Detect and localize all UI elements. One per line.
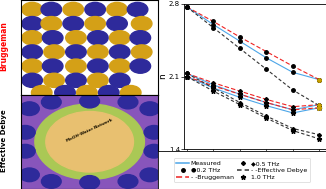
Circle shape [130, 59, 151, 73]
Circle shape [63, 17, 83, 31]
Circle shape [22, 31, 42, 45]
Circle shape [118, 95, 138, 109]
Circle shape [81, 148, 98, 160]
Circle shape [22, 2, 42, 17]
Circle shape [66, 73, 86, 88]
Circle shape [127, 2, 148, 17]
Circle shape [66, 59, 86, 73]
Circle shape [140, 168, 160, 182]
Circle shape [15, 144, 35, 158]
Circle shape [73, 130, 90, 142]
Circle shape [41, 175, 61, 188]
Circle shape [31, 85, 52, 100]
Legend: Measured, ●0.2 THz, - -Bruggeman, ◆0.5 THz, - -Effective Debye, ⁠1.0 THz: Measured, ●0.2 THz, - -Bruggeman, ◆0.5 T… [174, 158, 310, 182]
Circle shape [107, 2, 127, 17]
Circle shape [46, 112, 133, 172]
Circle shape [41, 17, 62, 31]
Circle shape [110, 31, 130, 45]
Circle shape [80, 94, 99, 108]
Circle shape [81, 120, 98, 132]
Circle shape [88, 73, 108, 88]
Circle shape [55, 85, 75, 100]
Circle shape [22, 73, 42, 88]
Circle shape [15, 125, 35, 139]
Circle shape [88, 31, 108, 45]
Circle shape [107, 17, 127, 31]
Circle shape [44, 73, 64, 88]
Circle shape [130, 31, 151, 45]
Circle shape [42, 31, 63, 45]
Circle shape [66, 45, 86, 59]
Circle shape [42, 59, 63, 73]
Circle shape [41, 95, 61, 109]
Circle shape [62, 123, 79, 134]
Circle shape [20, 102, 39, 115]
Circle shape [144, 125, 164, 139]
Circle shape [85, 2, 105, 17]
Circle shape [77, 85, 97, 100]
Circle shape [106, 134, 123, 146]
Circle shape [144, 144, 164, 158]
Circle shape [22, 45, 42, 59]
Circle shape [91, 130, 108, 142]
Circle shape [110, 73, 130, 88]
Circle shape [22, 59, 42, 73]
Text: MeOH-Water Network: MeOH-Water Network [66, 118, 113, 143]
Circle shape [110, 59, 130, 73]
Circle shape [35, 104, 144, 180]
Circle shape [100, 123, 117, 134]
Circle shape [41, 2, 62, 17]
Circle shape [20, 168, 39, 182]
Circle shape [88, 59, 108, 73]
Text: Effective Debye: Effective Debye [1, 109, 7, 172]
Circle shape [66, 31, 86, 45]
Circle shape [44, 45, 64, 59]
Circle shape [62, 145, 79, 157]
Circle shape [98, 85, 119, 100]
Circle shape [81, 136, 98, 148]
Circle shape [110, 45, 130, 59]
Circle shape [118, 175, 138, 188]
Text: Bruggeman: Bruggeman [0, 21, 8, 71]
Circle shape [22, 17, 42, 31]
Circle shape [131, 45, 152, 59]
Circle shape [80, 176, 99, 189]
Circle shape [85, 17, 105, 31]
Circle shape [121, 85, 141, 100]
Circle shape [140, 102, 160, 115]
Circle shape [99, 145, 116, 157]
X-axis label: Vol% Methanol: Vol% Methanol [227, 161, 284, 170]
Circle shape [88, 45, 108, 59]
Circle shape [55, 134, 72, 146]
Y-axis label: n: n [158, 74, 168, 79]
Circle shape [63, 2, 83, 17]
Circle shape [131, 17, 152, 31]
